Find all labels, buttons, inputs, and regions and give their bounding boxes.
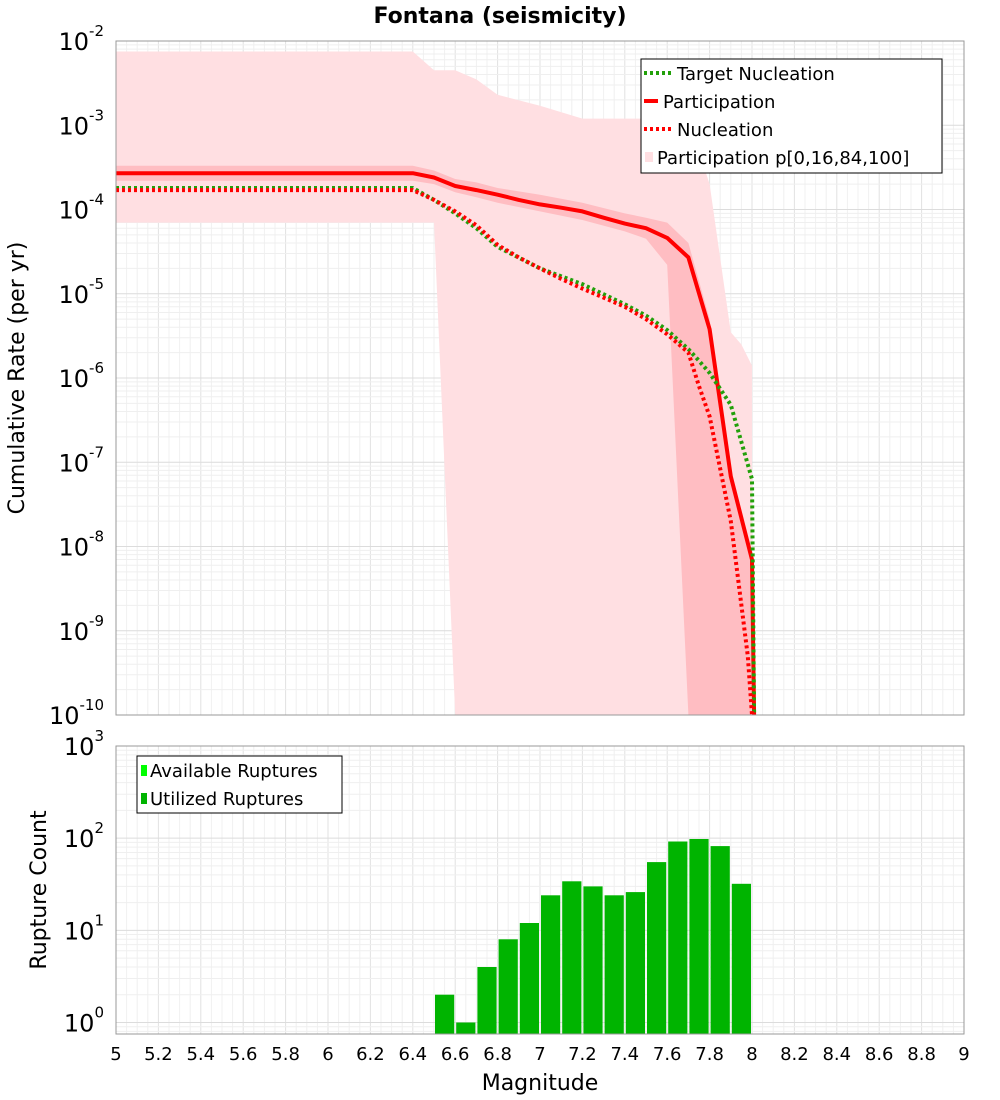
x-tick-label: 6.6 (441, 1044, 470, 1065)
x-tick-label: 7 (534, 1044, 545, 1065)
utilized-rupture-bar (625, 892, 645, 1034)
nucleation-line (116, 188, 754, 715)
utilized-rupture-bar (519, 923, 539, 1034)
x-tick-label: 8 (746, 1044, 757, 1065)
rate-y-tick-label: 10-9 (58, 612, 104, 646)
utilized-rupture-bar (541, 895, 561, 1034)
target-nucleation-line (116, 186, 757, 715)
x-tick-label: 8.4 (822, 1044, 851, 1065)
rate-y-tick-label: 10-4 (58, 191, 104, 225)
rupture-y-tick-label: 100 (64, 1003, 104, 1037)
x-tick-label: 6.4 (398, 1044, 427, 1065)
x-tick-label: 5.2 (144, 1044, 173, 1065)
rate-legend-label: Participation (663, 92, 775, 113)
x-tick-label: 5 (110, 1044, 121, 1065)
rate-legend-label: Target Nucleation (676, 64, 835, 85)
utilized-rupture-bar (668, 841, 688, 1034)
rate-legend: Target Nucleation Participation Nucleation… (640, 58, 943, 174)
x-tick-label: 5.4 (186, 1044, 215, 1065)
bottom-y-axis-label: Rupture Count (27, 810, 52, 970)
rupture-y-tick-label: 103 (64, 727, 104, 761)
rupture-legend-label: Available Ruptures (150, 761, 318, 782)
rupture-y-tick-label: 101 (64, 911, 104, 945)
rate-y-tick-label: 10-6 (58, 359, 104, 393)
x-tick-label: 7.8 (695, 1044, 724, 1065)
utilized-rupture-bar (435, 994, 455, 1034)
x-axis-label: Magnitude (482, 1071, 599, 1096)
x-tick-label: 8.8 (907, 1044, 936, 1065)
x-tick-label: 6.2 (356, 1044, 385, 1065)
rupture-legend-swatch (141, 793, 147, 804)
chart-title: Fontana (seismicity) (373, 4, 626, 29)
rate-plot-frame (115, 40, 965, 716)
rate-legend-label: Nucleation (677, 120, 773, 141)
x-tick-label: 7.6 (653, 1044, 682, 1065)
x-tick-label: 7.4 (610, 1044, 639, 1065)
rupture-legend-box (136, 755, 343, 814)
utilized-rupture-bar (562, 881, 582, 1034)
rate-y-tick-label: 10-2 (58, 22, 104, 56)
utilized-rupture-bar (456, 1022, 476, 1034)
participation-band-inner (116, 165, 752, 715)
utilized-rupture-bar (710, 846, 730, 1034)
rupture-plot-frame (115, 745, 965, 1035)
rate-y-tick-label: 10-7 (58, 443, 104, 477)
utilized-rupture-bar (604, 895, 624, 1034)
x-tick-label: 6 (322, 1044, 333, 1065)
x-tick-label: 5.8 (271, 1044, 300, 1065)
utilized-rupture-bar (647, 862, 667, 1034)
rate-legend-swatch (645, 152, 653, 162)
rupture-legend: Available Ruptures Utilized Ruptures (136, 755, 343, 814)
top-y-axis-label: Cumulative Rate (per yr) (5, 242, 30, 515)
rate-y-tick-label: 10-8 (58, 528, 104, 562)
utilized-rupture-bar (498, 939, 518, 1034)
utilized-rupture-bar (731, 883, 751, 1034)
rupture-legend-swatch (141, 765, 147, 776)
rate-plot: 10-2 10-3 10-4 10-5 10-6 10-7 10-8 10-9 10-10 Tar… (49, 22, 965, 730)
x-tick-label: 6.8 (483, 1044, 512, 1065)
rate-y-tick-label: 10-5 (58, 275, 104, 309)
utilized-rupture-bar (583, 886, 603, 1034)
rate-plot-data (116, 51, 757, 715)
x-tick-label: 7.2 (568, 1044, 597, 1065)
utilized-rupture-bar (477, 967, 497, 1034)
rate-y-tick-label: 10-3 (58, 106, 104, 140)
rate-y-tick-label: 10-10 (49, 696, 104, 730)
x-tick-label: 8.6 (865, 1044, 894, 1065)
participation-line (116, 171, 757, 715)
rupture-count-plot: 100 101 102 103 5 5.2 5.4 5.6 5.8 6 6.2 6.4 6.6 6.8 7 7… (64, 727, 970, 1065)
x-tick-label: 5.6 (229, 1044, 258, 1065)
rupture-legend-label: Utilized Ruptures (150, 789, 303, 810)
x-tick-label: 8.2 (780, 1044, 809, 1065)
utilized-rupture-bar (689, 839, 709, 1034)
rate-legend-label: Participation p[0,16,84,100] (657, 148, 909, 169)
rate-legend-box (640, 58, 943, 174)
rupture-y-tick-label: 102 (64, 819, 104, 853)
x-tick-label: 9 (958, 1044, 969, 1065)
